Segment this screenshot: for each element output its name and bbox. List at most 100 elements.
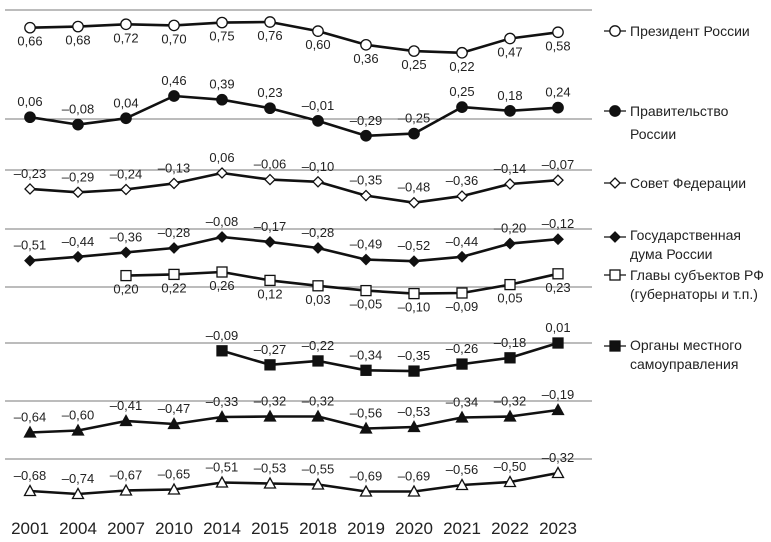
data-point <box>311 409 325 422</box>
data-label: –0,09 <box>446 299 479 314</box>
x-tick-label: 2023 <box>539 519 577 538</box>
series-line <box>29 235 559 263</box>
data-point <box>264 359 276 371</box>
data-label: –0,32 <box>494 394 527 409</box>
data-label: –0,07 <box>542 157 575 172</box>
data-point <box>120 246 132 259</box>
data-point <box>551 466 565 479</box>
data-label: 0,18 <box>497 88 522 103</box>
data-label: –0,47 <box>158 401 191 416</box>
data-label: 0,75 <box>209 29 234 44</box>
data-label: –0,64 <box>14 410 47 425</box>
series-line <box>29 408 559 434</box>
data-label: –0,50 <box>494 459 527 474</box>
data-label: –0,53 <box>398 404 431 419</box>
data-point <box>120 112 132 125</box>
data-point <box>408 287 420 300</box>
data-point <box>216 16 228 29</box>
data-label: 0,23 <box>257 85 282 100</box>
data-label: –0,60 <box>62 408 95 423</box>
data-label: –0,33 <box>206 394 239 409</box>
data-point <box>215 475 229 488</box>
data-point <box>360 253 372 266</box>
data-label: 0,06 <box>17 94 42 109</box>
data-label: –0,06 <box>254 157 287 172</box>
data-label: 0,46 <box>161 73 186 88</box>
data-point <box>552 101 564 114</box>
data-point <box>263 476 277 489</box>
data-label: –0,20 <box>494 221 527 236</box>
x-tick-label: 2020 <box>395 519 433 538</box>
legend-marker <box>609 105 621 117</box>
series-line <box>29 171 559 204</box>
data-point <box>552 233 564 246</box>
data-point <box>264 102 276 115</box>
data-label: –0,26 <box>446 341 479 356</box>
data-label: 0,12 <box>257 286 282 301</box>
data-label: –0,01 <box>302 98 335 113</box>
data-label: –0,23 <box>14 166 47 181</box>
data-label: 0,25 <box>449 84 474 99</box>
data-label: –0,35 <box>350 173 383 188</box>
data-label: –0,44 <box>446 234 479 249</box>
data-label: 0,23 <box>545 280 570 295</box>
legend-label: России <box>630 126 676 142</box>
data-label: 0,60 <box>305 37 330 52</box>
data-point <box>456 250 468 263</box>
data-point <box>407 484 421 497</box>
data-point <box>311 477 325 490</box>
data-label: –0,09 <box>206 328 239 343</box>
data-label: –0,10 <box>398 300 431 315</box>
data-point <box>456 190 468 203</box>
data-label: –0,32 <box>542 450 575 465</box>
series-3: –0,23 –0,29 –0,24 –0,130,06 –0,06 –0,10–0,35–… <box>14 150 746 209</box>
data-label: 0,01 <box>545 320 570 335</box>
data-point <box>24 183 36 195</box>
data-point <box>216 167 228 179</box>
data-label: –0,32 <box>302 394 335 409</box>
data-label: 0,66 <box>17 34 42 49</box>
data-label: 0,03 <box>305 292 330 307</box>
data-point <box>408 255 420 268</box>
data-point <box>24 21 36 34</box>
data-label: –0,29 <box>350 113 383 128</box>
data-point <box>264 236 276 248</box>
data-label: –0,52 <box>398 238 431 253</box>
legend-marker <box>609 231 621 243</box>
data-label: –0,51 <box>206 460 239 475</box>
series-line <box>221 341 559 373</box>
series-1: 0,66 0,68 0,72 0,70 0,75 0,76 0,60 0,36 0,25 0,22… <box>17 16 750 74</box>
series-line <box>29 20 559 55</box>
data-label: –0,36 <box>110 229 143 244</box>
data-label: 0,25 <box>401 57 426 72</box>
legend-label: Государственная <box>630 227 741 243</box>
data-point <box>503 409 517 422</box>
data-label: 0,76 <box>257 28 282 43</box>
data-point <box>168 19 180 32</box>
data-label: –0,17 <box>254 219 287 234</box>
data-label: 0,05 <box>497 291 522 306</box>
legend-label: Совет Федерации <box>630 175 746 191</box>
data-point <box>168 90 180 102</box>
data-label: 0,72 <box>113 30 138 45</box>
legend-label: дума России <box>630 246 712 262</box>
data-point <box>72 186 84 199</box>
data-point <box>168 177 180 190</box>
data-label: –0,65 <box>158 467 191 482</box>
series-6: –0,09 –0,27 –0,22 –0,34 –0,35 –0,26 –0,18 0,01 О… <box>206 320 742 377</box>
data-label: –0,18 <box>494 335 527 350</box>
data-point <box>24 254 36 267</box>
data-point <box>72 20 84 33</box>
data-label: –0,51 <box>14 238 47 253</box>
data-point <box>551 403 565 416</box>
data-point <box>23 425 37 438</box>
x-tick-label: 2004 <box>59 519 97 538</box>
data-point <box>360 38 372 51</box>
data-point <box>119 414 133 427</box>
data-label: 0,20 <box>113 282 138 297</box>
data-label: 0,70 <box>161 31 186 46</box>
x-tick-label: 2010 <box>155 519 193 538</box>
data-point <box>71 487 85 500</box>
series-2: 0,06 –0,08 0,04 0,46 0,39 0,23 –0,01 –0,29 –0,25… <box>17 73 728 142</box>
data-label: –0,10 <box>302 159 335 174</box>
